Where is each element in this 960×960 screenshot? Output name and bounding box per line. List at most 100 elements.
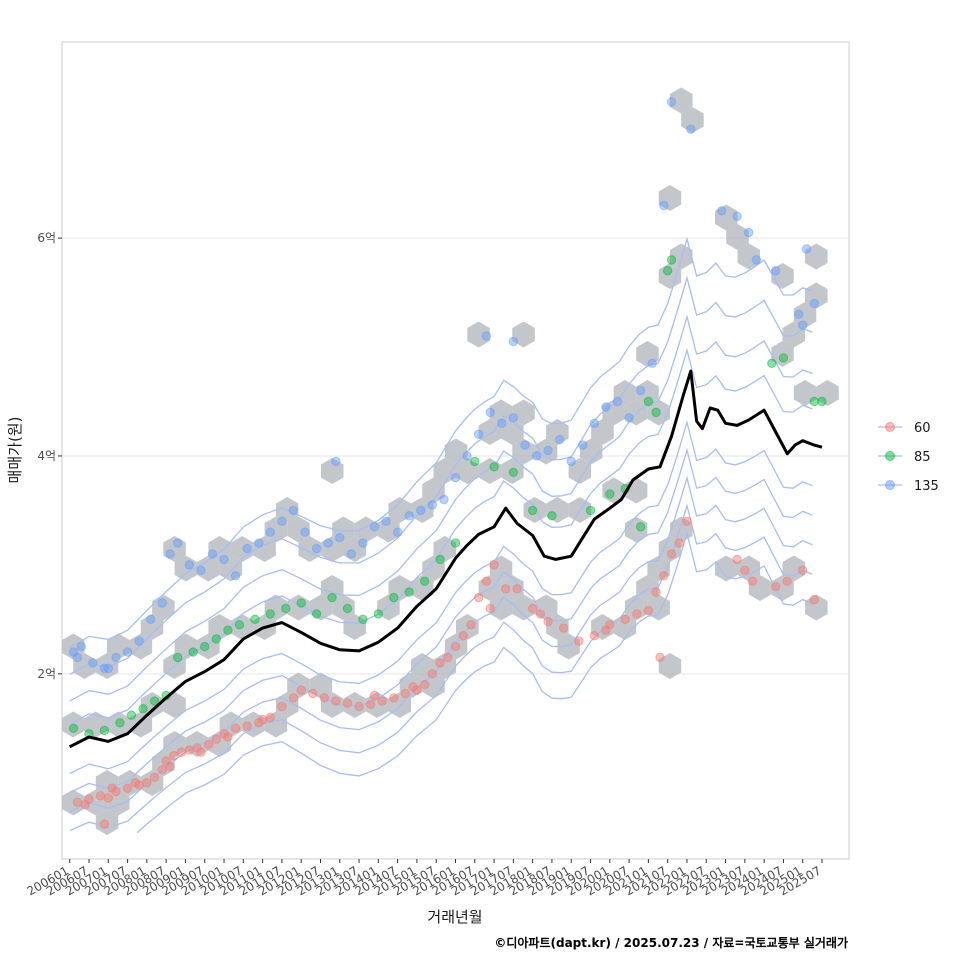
point-60 [443, 652, 453, 663]
hexbin-cell [320, 536, 344, 562]
hexbin-cell [771, 575, 794, 601]
hexbin-cell [287, 672, 310, 699]
legend: 60 85 135 [878, 421, 939, 494]
hexbin-layer [62, 87, 839, 835]
hexbin-cell [332, 516, 355, 543]
hexbin-cell [84, 711, 107, 738]
point-135 [72, 652, 83, 663]
point-135 [462, 451, 472, 461]
hexbin-cell [669, 87, 693, 114]
point-135 [76, 641, 86, 652]
hexbin-cell [298, 536, 321, 562]
point-135 [358, 538, 368, 548]
point-60 [481, 576, 492, 586]
point-85 [149, 696, 160, 706]
point-135 [134, 636, 144, 646]
point-60 [485, 603, 495, 614]
point-85 [115, 718, 125, 728]
point-60 [655, 652, 665, 663]
hexbin-cell [343, 536, 366, 562]
point-85 [809, 396, 819, 407]
point-85 [223, 625, 233, 635]
point-135 [346, 549, 357, 559]
point-85 [68, 723, 79, 733]
hexbin-cell [591, 419, 614, 445]
hexbin-cell [523, 497, 547, 523]
point-135 [612, 396, 623, 407]
hexbin-cell [467, 321, 490, 348]
point-135 [207, 549, 218, 559]
point-60 [196, 747, 206, 757]
hexbin-cell [715, 204, 738, 231]
density-contours [69, 236, 813, 834]
point-135 [601, 402, 611, 412]
point-60 [651, 587, 661, 597]
point-60 [419, 680, 430, 690]
point-60 [277, 701, 287, 712]
hexbin-cell [478, 419, 502, 445]
point-135 [311, 543, 322, 554]
density-contour [69, 236, 813, 649]
point-135 [794, 309, 804, 320]
hexbin-cell [399, 672, 423, 699]
point-135 [416, 505, 426, 516]
density-contour [69, 419, 813, 775]
y-tick-label: 2억 [37, 667, 56, 681]
point-60 [427, 669, 438, 679]
hexbin-cell [602, 477, 625, 504]
point-135 [554, 434, 565, 445]
hexbin-cell [501, 458, 524, 484]
point-60 [543, 616, 553, 627]
hexbin-cell [793, 302, 817, 328]
point-135 [404, 511, 414, 521]
hexbin-cell [715, 555, 738, 582]
point-60 [165, 761, 175, 772]
point-60 [400, 688, 411, 699]
hexbin-cell [489, 555, 513, 582]
point-85 [767, 358, 777, 369]
point-135 [277, 516, 287, 527]
point-60 [184, 745, 195, 755]
point-135 [254, 538, 264, 548]
point-135 [647, 358, 657, 369]
hexbin-cell [62, 633, 85, 660]
point-60 [331, 696, 341, 706]
hexbin-cell [230, 536, 254, 562]
point-85 [126, 710, 137, 720]
point-135 [508, 413, 519, 423]
hexbin-cell [377, 516, 400, 543]
hexbin-cell [264, 711, 288, 738]
hexbin-cell [579, 438, 603, 465]
hexbin-cell [275, 692, 299, 718]
point-135 [520, 440, 530, 450]
point-85 [265, 609, 276, 619]
y-tick-label: 4억 [37, 449, 56, 463]
y-axis-title: 매매가(원) [6, 417, 24, 484]
point-135 [392, 527, 403, 537]
point-60 [377, 696, 387, 706]
point-135 [716, 206, 727, 216]
hexbin-cell [658, 263, 682, 289]
point-60 [149, 772, 160, 782]
point-85 [358, 614, 368, 625]
hexbin-cell [816, 380, 839, 406]
point-60 [230, 723, 241, 733]
hexbin-cell [501, 419, 524, 445]
hexbin-cell [647, 399, 670, 426]
point-135 [566, 456, 576, 467]
legend-key [885, 422, 895, 432]
point-60 [666, 549, 677, 559]
hexbin-cell [624, 399, 648, 426]
point-135 [659, 200, 669, 211]
point-60 [142, 778, 152, 788]
point-60 [632, 609, 642, 619]
point-135 [624, 413, 634, 423]
caption: ©디아파트(dapt.kr) / 2025.07.23 / 자료=국토교통부 실… [494, 935, 848, 950]
point-60 [674, 538, 684, 548]
legend-label: 85 [914, 450, 931, 465]
point-85 [450, 538, 461, 548]
point-135 [103, 663, 113, 674]
point-85 [585, 505, 596, 516]
point-135 [578, 440, 588, 450]
point-60 [732, 554, 742, 565]
